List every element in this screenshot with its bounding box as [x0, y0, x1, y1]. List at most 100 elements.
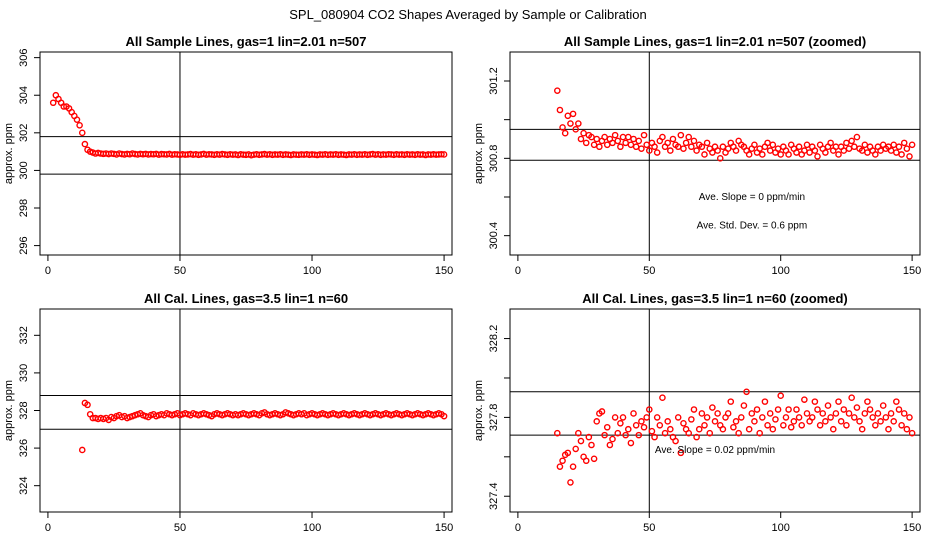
data-point	[716, 155, 724, 162]
data-point	[49, 99, 57, 107]
y-tick-label: 301.2	[488, 67, 500, 95]
data-point	[598, 408, 606, 415]
data-point	[745, 151, 753, 158]
y-axis-label: approx. ppm	[3, 380, 15, 441]
panel-title: All Sample Lines, gas=1 lin=2.01 n=507 (…	[564, 34, 866, 49]
data-point	[609, 139, 616, 147]
data-point	[567, 120, 574, 127]
data-point	[709, 404, 716, 411]
x-tick-label: 100	[303, 265, 321, 277]
data-point	[680, 145, 687, 152]
data-point	[559, 124, 566, 131]
data-point	[893, 398, 900, 405]
data-point	[801, 147, 808, 154]
data-point	[590, 141, 598, 149]
data-point	[837, 418, 845, 425]
data-point	[659, 133, 666, 141]
data-point	[890, 418, 898, 425]
data-point	[438, 150, 445, 158]
data-point	[693, 147, 700, 154]
plot-frame	[39, 308, 453, 513]
panel-1: All Sample Lines, gas=1 lin=2.01 n=507 0 5…	[3, 34, 453, 277]
y-tick-label: 326	[18, 439, 30, 457]
data-point	[630, 410, 637, 417]
annotation: Ave. Slope = 0.02 ppm/min	[655, 445, 775, 456]
x-tick-label: 50	[174, 265, 186, 277]
data-point	[617, 420, 624, 427]
data-point	[601, 133, 608, 141]
x-tick-label: 50	[643, 265, 655, 277]
plot-frame	[509, 308, 921, 513]
data-point	[701, 421, 708, 429]
data-point	[582, 139, 590, 147]
data-point	[848, 137, 855, 145]
y-tick-label: 300	[18, 161, 30, 179]
data-point	[835, 398, 842, 405]
data-point	[567, 479, 574, 486]
data-point	[840, 406, 848, 413]
data-point	[572, 126, 580, 133]
data-point	[632, 421, 640, 429]
data-point	[701, 151, 708, 158]
data-point	[627, 439, 635, 447]
x-tick-label: 50	[643, 522, 655, 534]
data-point	[709, 149, 716, 156]
data-point	[900, 410, 908, 417]
data-point	[785, 406, 792, 413]
data-point	[819, 410, 827, 417]
data-point	[829, 425, 837, 433]
data-point	[803, 410, 811, 417]
data-point	[824, 402, 832, 409]
annotation: Ave. Std. Dev. = 0.6 ppm	[697, 221, 808, 232]
data-point	[748, 410, 756, 417]
data-point	[564, 449, 572, 457]
data-point	[761, 398, 769, 405]
data-point	[872, 421, 879, 429]
data-point	[611, 414, 619, 421]
y-tick-label: 330	[18, 364, 30, 382]
data-point	[845, 145, 853, 152]
data-point	[832, 410, 840, 417]
y-axis-label: approx. ppm	[473, 123, 485, 184]
data-point	[798, 421, 806, 429]
y-tick-label: 300.8	[488, 145, 500, 173]
y-tick-label: 296	[18, 236, 30, 254]
data-point	[688, 416, 695, 423]
x-tick-label: 100	[303, 522, 321, 534]
data-point	[885, 425, 892, 433]
data-point	[795, 143, 803, 151]
data-point	[556, 463, 564, 470]
data-point	[730, 423, 737, 431]
y-tick-label: 332	[18, 326, 30, 344]
data-point	[903, 145, 911, 152]
data-point	[569, 463, 577, 470]
data-point	[827, 414, 834, 421]
data-point	[774, 406, 782, 413]
data-point	[887, 147, 895, 154]
data-point	[887, 410, 895, 417]
data-point	[690, 137, 698, 145]
data-point	[582, 457, 590, 465]
data-point	[745, 425, 753, 433]
data-point	[811, 398, 819, 405]
plot-frame	[39, 51, 453, 256]
data-point	[727, 398, 735, 405]
data-point	[751, 418, 758, 425]
data-point	[76, 122, 83, 129]
data-point	[737, 414, 745, 421]
data-point	[690, 406, 698, 413]
data-point	[853, 404, 861, 411]
data-point	[659, 394, 666, 401]
data-point	[569, 110, 577, 118]
data-points	[49, 91, 448, 159]
data-point	[638, 418, 645, 425]
data-point	[908, 141, 916, 149]
y-tick-label: 302	[18, 124, 30, 142]
data-point	[795, 414, 803, 421]
data-point	[719, 143, 727, 151]
data-point	[759, 151, 766, 158]
data-point	[619, 133, 627, 141]
data-point	[667, 425, 674, 433]
data-point	[677, 131, 685, 139]
data-point	[764, 139, 771, 147]
